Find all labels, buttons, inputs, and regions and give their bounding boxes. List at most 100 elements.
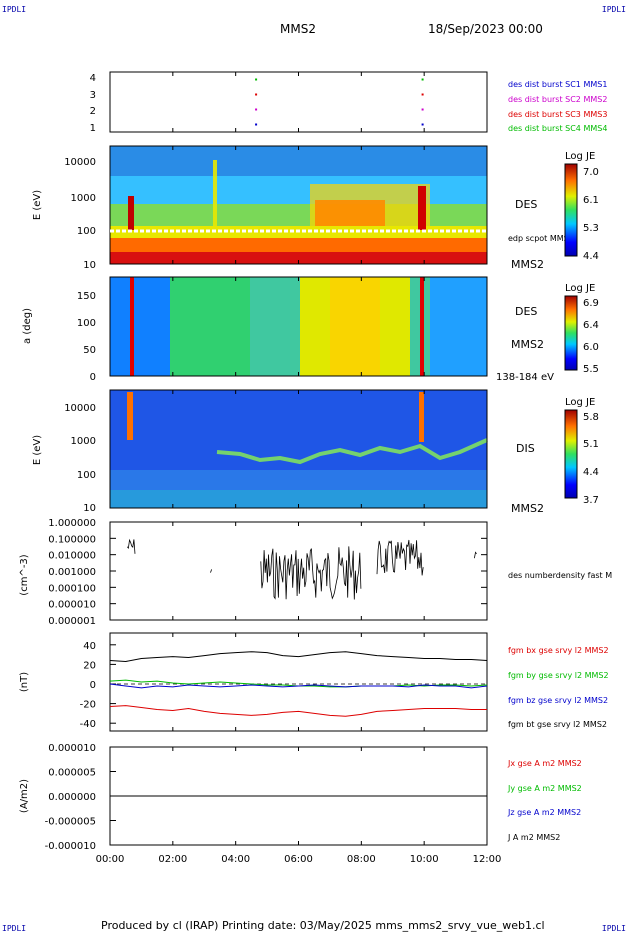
burst-mark-1-1	[421, 108, 424, 111]
dis-energy-ytick-100: 100	[77, 470, 96, 481]
des-energy-sc-label: MMS2	[511, 258, 544, 271]
density-ytick-5: 0.000010	[48, 600, 96, 611]
corner-label-bottom-left: IPDLI	[2, 924, 27, 933]
dis-energy-sc-label: MMS2	[511, 502, 544, 515]
density-segment-1	[210, 569, 212, 573]
burst-ytick-4: 4	[90, 73, 96, 84]
des-energy-ytick-10: 10	[83, 260, 96, 271]
bfield-legend-bx: fgm bx gse srvy l2 MMS2	[508, 646, 609, 655]
time-tick-label-6: 12:00	[473, 854, 502, 865]
bfield-legend-bt: fgm bt gse srvy l2 MMS2	[508, 720, 607, 729]
dis-energy-panel: 10 100 1000 10000 E (eV) DIS MMS2 Log JE…	[32, 389, 599, 515]
dis-energy-cbar-tick-3: 4.4	[583, 467, 599, 478]
burst-legend-mms2: des dist burst SC2 MMS2	[508, 95, 607, 104]
dis-energy-cbar-tick-1: 5.8	[583, 412, 599, 423]
density-segment-2	[260, 546, 362, 600]
des-energy-cbar-tick-1: 7.0	[583, 167, 599, 178]
burst-legend-mms1: des dist burst SC1 MMS1	[508, 80, 607, 89]
current-ylabel: (A/m2)	[19, 779, 30, 813]
des-pitch-colorbar	[564, 295, 578, 371]
des-pitch-ytick-100: 100	[77, 318, 96, 329]
density-segment-3	[376, 539, 424, 576]
burst-mark-3-1	[421, 78, 424, 81]
bfield-ytick-4: -40	[80, 719, 96, 730]
bfield-ytick-2: 0	[90, 680, 96, 691]
dis-energy-cbar-tick-4: 3.7	[583, 495, 599, 506]
des-pitch-ytick-50: 50	[83, 345, 96, 356]
burst-mark-0-1	[421, 123, 424, 126]
dis-energy-ytick-1000: 1000	[71, 436, 96, 447]
des-pitch-label: DES	[515, 305, 537, 318]
density-ytick-1: 0.100000	[48, 534, 96, 545]
bfield-lines	[109, 651, 488, 717]
bfield-ytick-0: 40	[83, 641, 96, 652]
des-pitch-cbar-tick-4: 5.5	[583, 364, 599, 375]
burst-ytick-1: 1	[90, 123, 96, 134]
des-energy-ylabel: E (eV)	[32, 190, 43, 220]
dis-energy-ytick-10000: 10000	[64, 403, 96, 414]
current-ytick-4: -0.000010	[45, 841, 96, 852]
bfield-line-bt	[109, 651, 488, 663]
des-pitch-sc-label: MMS2	[511, 338, 544, 351]
dis-energy-ytick-10: 10	[83, 503, 96, 514]
dis-energy-colorbar	[564, 409, 578, 499]
burst-mark-0-0	[255, 123, 258, 126]
density-trace	[126, 538, 477, 600]
bfield-ytick-1: 20	[83, 660, 96, 671]
density-segment-0	[126, 538, 136, 554]
time-tick-label-1: 02:00	[158, 854, 187, 865]
bfield-legend-by: fgm by gse srvy l2 MMS2	[508, 671, 609, 680]
corner-label-top-right: IPDLI	[601, 5, 626, 14]
density-ytick-2: 0.010000	[48, 551, 96, 562]
date-title: 18/Sep/2023 00:00	[428, 22, 543, 36]
des-pitch-colorbar-title: Log JE	[565, 283, 595, 294]
des-energy-panel: 10 100 1000 10000 E (eV) DES edp scpot M…	[32, 145, 599, 271]
des-energy-cbar-tick-2: 6.1	[583, 195, 599, 206]
density-legend: des numberdensity fast M	[508, 571, 612, 580]
des-pitch-range-label: 138-184 eV	[496, 372, 554, 383]
burst-mark-2-0	[255, 93, 258, 96]
bfield-ytick-3: -20	[80, 700, 96, 711]
dis-energy-label: DIS	[516, 442, 535, 455]
time-axis: 00:00 02:00 04:00 06:00 08:00 10:00 12:00	[96, 72, 502, 865]
des-pitch-cbar-tick-1: 6.9	[583, 298, 599, 309]
dis-energy-ylabel: E (eV)	[32, 435, 43, 465]
bfield-panel-frame	[109, 632, 488, 732]
burst-mark-1-0	[255, 108, 258, 111]
bfield-ylabel: (nT)	[19, 672, 30, 692]
density-ylabel: (cm^-3)	[19, 554, 30, 595]
current-ytick-2: 0.000000	[48, 792, 96, 803]
des-pitch-cbar-tick-3: 6.0	[583, 342, 599, 353]
des-energy-cbar-tick-4: 4.4	[583, 251, 599, 262]
density-ytick-3: 0.001000	[48, 567, 96, 578]
des-energy-colorbar-title: Log JE	[565, 151, 595, 162]
corner-label-top-left: IPDLI	[2, 5, 27, 14]
des-energy-cbar-tick-3: 5.3	[583, 223, 599, 234]
burst-legend-mms4: des dist burst SC4 MMS4	[508, 124, 607, 133]
current-legend-jx: Jx gse A m2 MMS2	[507, 759, 582, 768]
corner-label-bottom-right: IPDLI	[601, 924, 626, 933]
burst-ytick-2: 2	[90, 106, 96, 117]
des-pitch-ytick-150: 150	[77, 291, 96, 302]
des-pitch-cbar-tick-2: 6.4	[583, 320, 599, 331]
current-ytick-0: 0.000010	[48, 743, 96, 754]
current-ytick-1: 0.000005	[48, 768, 96, 779]
current-panel: 0.000010 0.000005 0.000000 -0.000005 -0.0000…	[19, 743, 582, 852]
des-energy-ytick-10000: 10000	[64, 157, 96, 168]
current-ytick-3: -0.000005	[45, 817, 96, 828]
density-ytick-0: 1.000000	[48, 518, 96, 529]
burst-mark-2-1	[421, 93, 424, 96]
density-ytick-4: 0.000100	[48, 583, 96, 594]
time-tick-label-5: 10:00	[410, 854, 439, 865]
density-panel: 1.000000 0.100000 0.010000 0.001000 0.000100…	[19, 518, 612, 627]
time-tick-label-2: 04:00	[221, 854, 250, 865]
bfield-panel: 40 20 0 -20 -40 (nT) fgm bx gse srvy l2 MMS2…	[19, 632, 609, 732]
bfield-line-bx	[109, 705, 487, 717]
bfield-legend-bz: fgm bz gse srvy l2 MMS2	[508, 696, 608, 705]
burst-marks	[255, 78, 424, 126]
des-pitch-ylabel: a (deg)	[22, 308, 33, 344]
burst-panel: 1 2 3 4 des dist burst SC1 MMS1 des dist…	[90, 71, 607, 134]
scpot-overlay-label: edp scpot MMS2	[508, 234, 574, 243]
des-energy-ytick-1000: 1000	[71, 193, 96, 204]
